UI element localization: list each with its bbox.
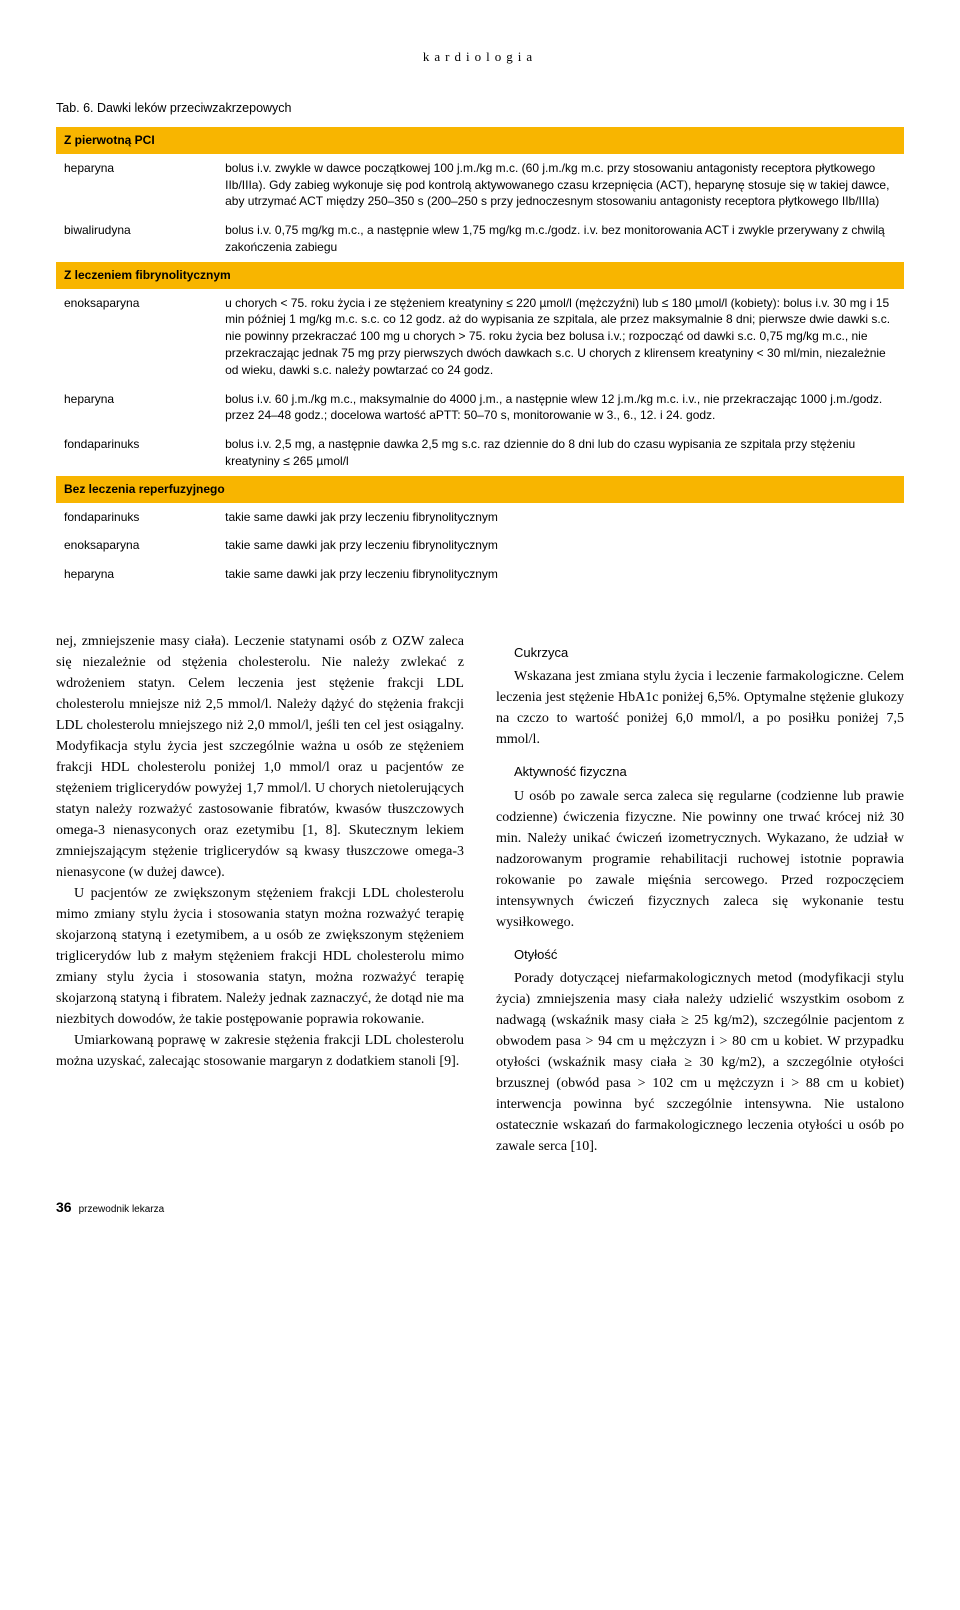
table-row: fondaparinuksbolus i.v. 2,5 mg, a następ… [56,430,904,476]
drug-desc-cell: bolus i.v. 0,75 mg/kg m.c., a następnie … [217,216,904,262]
para-left-2: U pacjentów ze zwiększonym stężeniem fra… [56,883,464,1030]
drug-desc-cell: bolus i.v. 2,5 mg, a następnie dawka 2,5… [217,430,904,476]
drug-desc-cell: bolus i.v. 60 j.m./kg m.c., maksymalnie … [217,385,904,431]
dose-table: Z pierwotną PCIheparynabolus i.v. zwykle… [56,127,904,589]
table-row: biwalirudynabolus i.v. 0,75 mg/kg m.c., … [56,216,904,262]
body-columns: nej, zmniejszenie masy ciała). Leczenie … [56,631,904,1158]
drug-desc-cell: bolus i.v. zwykle w dawce początkowej 10… [217,154,904,216]
left-column: nej, zmniejszenie masy ciała). Leczenie … [56,631,464,1158]
drug-name-cell: heparyna [56,154,217,216]
drug-name-cell: enoksaparyna [56,531,217,560]
table-row: heparynabolus i.v. zwykle w dawce począt… [56,154,904,216]
subhead-aktywnosc: Aktywność fizyczna [496,762,904,782]
table-caption: Tab. 6. Dawki leków przeciwzakrzepowych [56,99,904,117]
table-row: heparynabolus i.v. 60 j.m./kg m.c., maks… [56,385,904,431]
page-number: 36 [56,1199,72,1215]
table-row: enoksaparynatakie same dawki jak przy le… [56,531,904,560]
table-row: enoksaparynau chorych < 75. roku życia i… [56,289,904,385]
table-row: fondaparinukstakie same dawki jak przy l… [56,503,904,532]
drug-desc-cell: u chorych < 75. roku życia i ze stężenie… [217,289,904,385]
table-section-header: Z leczeniem fibrynolitycznym [56,262,904,289]
drug-desc-cell: takie same dawki jak przy leczeniu fibry… [217,560,904,589]
subhead-cukrzyca: Cukrzyca [496,643,904,663]
table-section-header: Z pierwotną PCI [56,127,904,154]
para-left-1: nej, zmniejszenie masy ciała). Leczenie … [56,631,464,883]
drug-name-cell: heparyna [56,560,217,589]
para-right-2: U osób po zawale serca zaleca się regula… [496,786,904,933]
drug-name-cell: fondaparinuks [56,430,217,476]
publication-name: przewodnik lekarza [79,1204,165,1215]
drug-name-cell: enoksaparyna [56,289,217,385]
drug-desc-cell: takie same dawki jak przy leczeniu fibry… [217,531,904,560]
table-section-header: Bez leczenia reperfuzyjnego [56,476,904,503]
drug-name-cell: fondaparinuks [56,503,217,532]
para-left-3: Umiarkowaną poprawę w zakresie stężenia … [56,1030,464,1072]
drug-name-cell: heparyna [56,385,217,431]
para-right-3: Porady dotyczącej niefarmakologicznych m… [496,968,904,1157]
subhead-otylosc: Otyłość [496,945,904,965]
drug-name-cell: biwalirudyna [56,216,217,262]
page-header: kardiologia [56,48,904,67]
table-row: heparynatakie same dawki jak przy leczen… [56,560,904,589]
right-column: Cukrzyca Wskazana jest zmiana stylu życi… [496,631,904,1158]
footer: 36 przewodnik lekarza [56,1197,904,1218]
drug-desc-cell: takie same dawki jak przy leczeniu fibry… [217,503,904,532]
para-right-1: Wskazana jest zmiana stylu życia i lecze… [496,666,904,750]
